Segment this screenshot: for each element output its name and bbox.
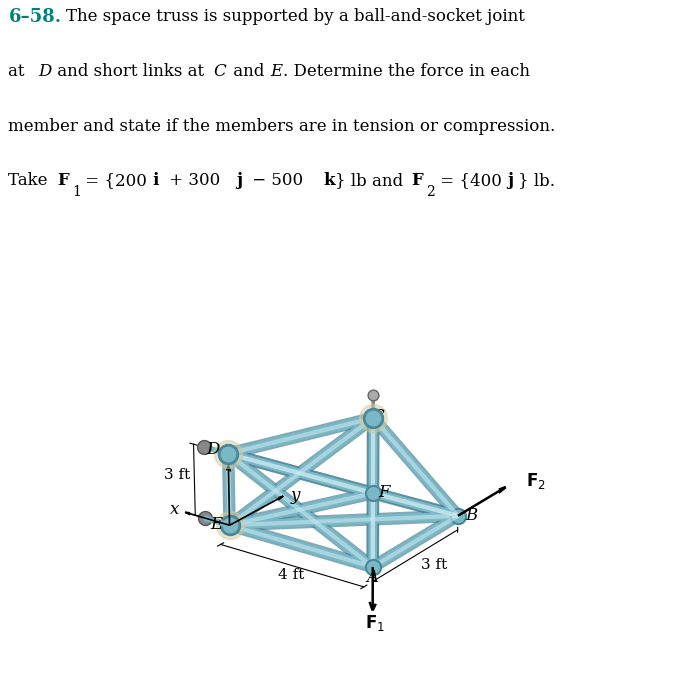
Text: D: D [38,63,52,80]
Text: C: C [214,63,226,80]
Text: 6–58.: 6–58. [8,8,62,27]
Text: j: j [236,172,242,189]
Text: The space truss is supported by a ball-and-socket joint: The space truss is supported by a ball-a… [66,8,526,25]
Text: j: j [507,172,513,189]
Text: F: F [57,172,69,189]
Text: E: E [270,63,282,80]
Text: 2: 2 [426,185,435,199]
Text: = {200: = {200 [80,172,148,189]
Text: } lb.: } lb. [518,172,555,189]
Text: member and state if the members are in tension or compression.: member and state if the members are in t… [8,118,556,134]
Text: and short links at: and short links at [52,63,210,80]
Text: } lb and: } lb and [335,172,408,189]
Text: = {400: = {400 [435,172,502,189]
Text: Take: Take [8,172,53,189]
Text: + 300: + 300 [164,172,220,189]
Text: 1: 1 [72,185,81,199]
Text: F: F [412,172,424,189]
Text: at: at [8,63,30,80]
Text: and: and [228,63,269,80]
Text: k: k [323,172,335,189]
Text: − 500: − 500 [247,172,303,189]
Text: i: i [153,172,159,189]
Text: . Determine the force in each: . Determine the force in each [283,63,530,80]
